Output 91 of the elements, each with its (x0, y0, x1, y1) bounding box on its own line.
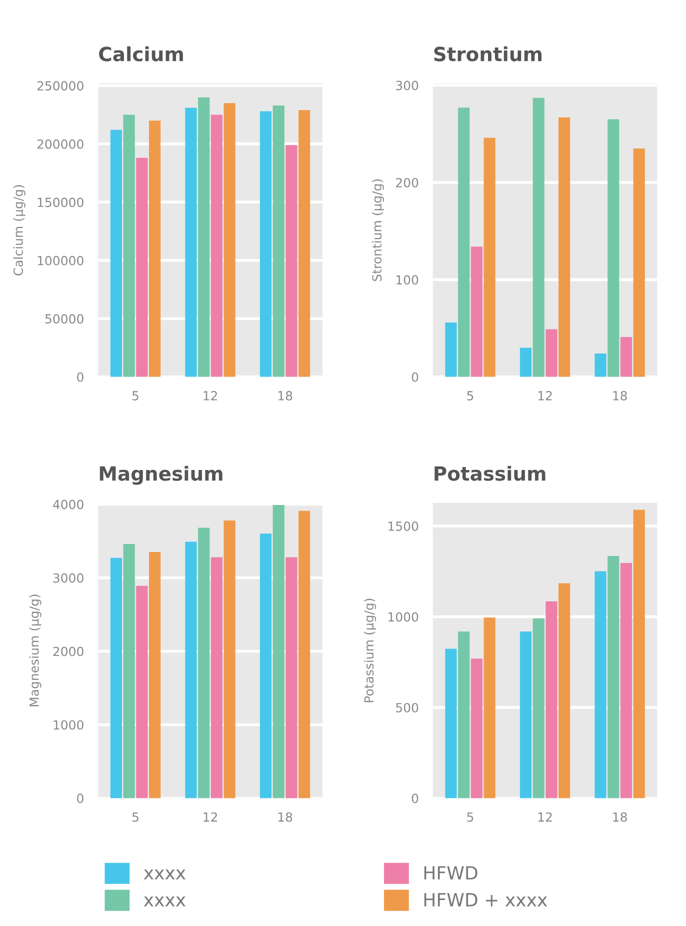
bar (520, 631, 532, 798)
bar (286, 557, 298, 798)
bar (594, 571, 606, 798)
bar (185, 542, 197, 798)
chart-title: Magnesium (100, 466, 222, 485)
y-tick-label: 150000 (38, 198, 84, 208)
y-axis-title: Calcium (µg/g) (13, 185, 26, 276)
bar (123, 544, 135, 798)
y-tick-label: 2000 (53, 646, 84, 656)
x-tick-label: 18 (613, 812, 627, 822)
bar (445, 322, 457, 377)
y-tick-label: 0 (412, 794, 418, 804)
x-tick-label: 5 (132, 812, 138, 822)
bar (484, 617, 496, 798)
bar (633, 510, 645, 798)
y-tick-label: 4000 (53, 500, 84, 510)
bar (136, 586, 148, 798)
bar (272, 105, 284, 377)
y-tick-label: 300 (396, 80, 418, 90)
bar (558, 583, 570, 798)
y-tick-label: 1500 (388, 522, 418, 531)
bar (198, 528, 210, 798)
bar (224, 520, 236, 798)
chart-title: Calcium (99, 46, 183, 62)
y-tick-label: 0 (412, 372, 418, 382)
y-tick-label: 0 (77, 372, 84, 382)
y-tick-label: 100000 (38, 256, 84, 266)
bar (484, 138, 496, 377)
bar (210, 114, 222, 377)
bar (458, 108, 470, 377)
bar (298, 510, 310, 798)
legend-label: HFWD (424, 866, 478, 880)
bar (148, 120, 161, 377)
x-tick-label: 18 (278, 812, 292, 822)
bar (148, 552, 161, 798)
y-tick-label: 3000 (53, 573, 84, 583)
bar (620, 563, 632, 798)
y-tick-label: 1000 (388, 612, 418, 622)
y-tick-label: 500 (396, 702, 418, 712)
bar (185, 108, 197, 377)
bar (532, 618, 544, 798)
bar (470, 658, 482, 798)
bar (546, 601, 558, 798)
x-tick-label: 12 (538, 812, 552, 822)
y-tick-label: 50000 (45, 314, 84, 324)
bar (272, 505, 284, 798)
y-axis-title: Potassium (µg/g) (364, 598, 376, 702)
bar (608, 556, 620, 798)
bar (594, 354, 606, 377)
bar (260, 111, 272, 377)
x-tick-label: 12 (538, 390, 552, 400)
bar (210, 557, 222, 798)
bar (198, 97, 210, 377)
y-tick-label: 0 (77, 794, 84, 804)
y-tick-label: 100 (396, 275, 418, 285)
bar (110, 558, 122, 798)
bar (110, 130, 122, 377)
legend-label: xxxx (144, 870, 186, 880)
chart-title: Strontium (434, 46, 542, 62)
bar (123, 114, 135, 377)
bar (520, 348, 532, 377)
legend-label: xxxx (144, 896, 186, 906)
bar (445, 648, 457, 798)
bar (633, 148, 645, 377)
y-axis-title: Magnesium (µg/g) (29, 594, 42, 706)
x-tick-label: 5 (467, 812, 474, 822)
bar (470, 246, 482, 377)
bar (546, 329, 558, 377)
y-tick-label: 1000 (54, 720, 84, 730)
x-tick-label: 5 (132, 391, 138, 400)
bar (558, 117, 570, 377)
x-tick-label: 18 (278, 390, 292, 400)
bar (620, 337, 632, 377)
x-tick-label: 12 (204, 812, 217, 822)
y-axis-title: Strontium (µg/g) (372, 179, 384, 282)
bar (458, 631, 470, 798)
bar (224, 103, 236, 377)
bar (298, 110, 310, 377)
y-tick-label: 200 (396, 178, 418, 188)
bar (260, 534, 272, 798)
bar (608, 119, 620, 377)
x-tick-label: 12 (204, 390, 217, 400)
bar (532, 98, 544, 377)
x-tick-label: 5 (467, 391, 474, 400)
chart-title: Potassium (434, 466, 546, 481)
x-tick-label: 18 (613, 390, 627, 400)
y-tick-label: 250000 (37, 81, 84, 91)
bar (286, 145, 298, 377)
y-tick-label: 200000 (37, 139, 84, 149)
bar (136, 158, 148, 377)
legend-label: HFWD + xxxx (424, 893, 548, 906)
